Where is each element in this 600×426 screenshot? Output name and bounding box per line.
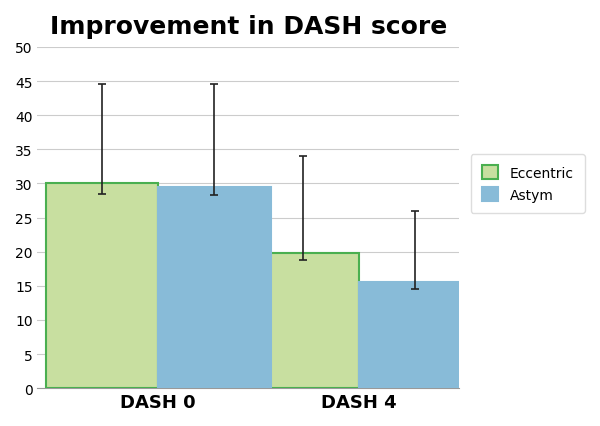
Title: Improvement in DASH score: Improvement in DASH score	[50, 15, 447, 39]
Bar	[46, 184, 158, 388]
Legend: Eccentric, Astym: Eccentric, Astym	[470, 155, 584, 213]
Bar	[158, 187, 271, 388]
Bar	[247, 253, 359, 388]
Bar	[359, 283, 472, 388]
